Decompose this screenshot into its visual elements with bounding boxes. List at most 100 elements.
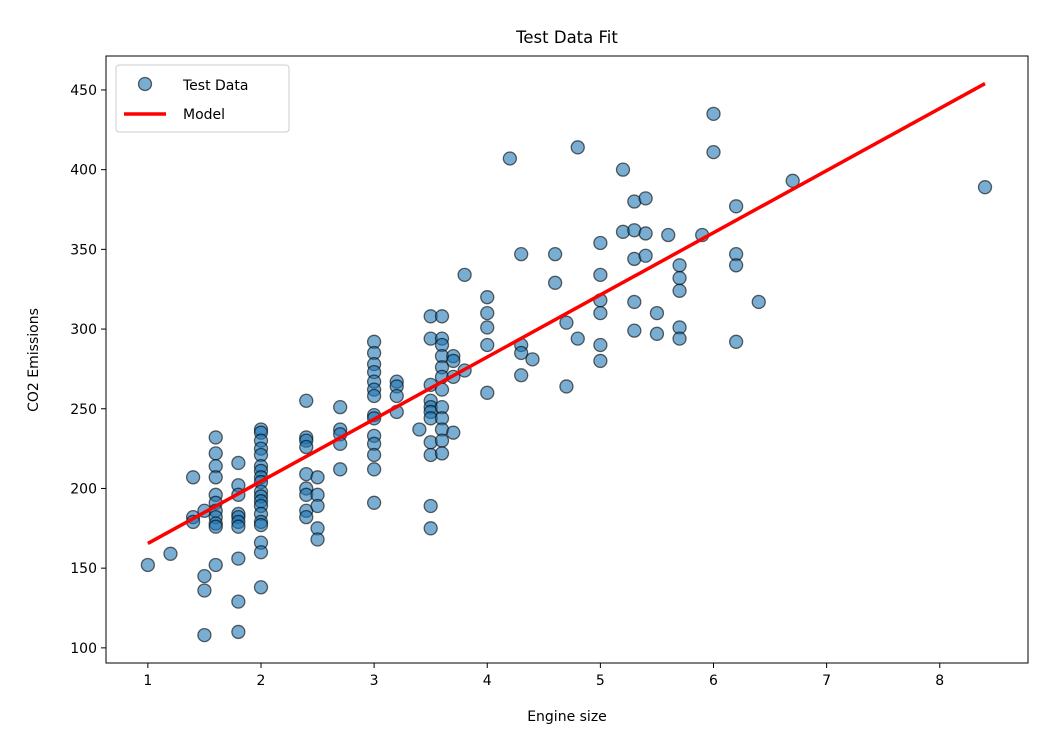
data-point xyxy=(231,594,246,609)
data-point xyxy=(593,235,608,251)
data-point xyxy=(672,331,687,346)
data-point xyxy=(514,368,529,383)
x-tick-label: 8 xyxy=(935,673,944,689)
data-point xyxy=(434,309,450,324)
data-point xyxy=(615,162,631,177)
data-point xyxy=(231,519,246,534)
data-point xyxy=(627,294,642,310)
data-point xyxy=(185,470,201,485)
data-point xyxy=(457,267,472,283)
data-point xyxy=(593,337,608,353)
data-point xyxy=(480,385,495,400)
data-point xyxy=(672,270,687,286)
model-line-group xyxy=(147,82,986,545)
data-point xyxy=(514,246,529,262)
data-point xyxy=(593,267,608,283)
y-tick-label: 300 xyxy=(70,322,97,338)
data-point xyxy=(423,521,438,536)
data-point xyxy=(672,258,687,273)
data-point xyxy=(480,290,495,305)
data-point xyxy=(231,455,246,471)
data-point xyxy=(649,326,665,341)
y-tick-label: 350 xyxy=(70,242,97,258)
data-point xyxy=(751,294,766,310)
x-axis-label: Engine size xyxy=(527,709,607,725)
y-tick-label: 400 xyxy=(70,163,97,179)
data-point xyxy=(446,425,461,440)
data-point xyxy=(412,422,427,437)
data-point xyxy=(366,495,382,510)
data-point xyxy=(480,305,495,321)
data-point xyxy=(423,498,438,514)
x-tick-label: 2 xyxy=(257,673,266,689)
x-tick-label: 7 xyxy=(822,673,831,689)
x-tick-label: 5 xyxy=(596,673,605,689)
data-point xyxy=(208,557,223,573)
data-point xyxy=(310,498,325,514)
y-tick-label: 450 xyxy=(70,83,97,99)
data-point xyxy=(514,345,529,361)
data-point xyxy=(140,557,156,573)
data-point xyxy=(570,140,585,155)
data-point xyxy=(559,315,574,330)
data-point xyxy=(231,551,246,566)
y-tick-label: 250 xyxy=(70,402,97,418)
data-point xyxy=(253,517,269,533)
data-point xyxy=(627,323,642,338)
data-point xyxy=(728,258,744,273)
scatter-points xyxy=(140,106,993,643)
x-tick-label: 1 xyxy=(143,673,152,689)
data-point xyxy=(706,144,721,160)
data-point xyxy=(163,546,178,561)
y-tick-label: 100 xyxy=(70,641,97,657)
data-point xyxy=(446,353,461,369)
plot-frame xyxy=(105,55,1029,664)
data-point xyxy=(434,433,450,448)
x-tick-label: 6 xyxy=(709,673,718,689)
data-point xyxy=(480,337,495,353)
x-tick-label: 4 xyxy=(483,673,492,689)
data-point xyxy=(299,509,314,525)
data-point xyxy=(208,446,223,461)
data-point xyxy=(593,305,608,321)
data-point xyxy=(661,227,676,243)
data-point xyxy=(672,283,687,298)
y-axis-label: CO2 Emissions xyxy=(26,308,42,412)
data-point xyxy=(208,519,223,534)
data-point xyxy=(547,246,563,262)
data-point xyxy=(649,305,665,321)
data-point xyxy=(977,180,993,195)
legend-label-test-data: Test Data xyxy=(182,78,248,94)
data-point xyxy=(638,226,653,241)
data-point xyxy=(525,352,540,367)
x-tick-label: 3 xyxy=(370,673,379,689)
data-point xyxy=(333,400,348,415)
data-point xyxy=(547,275,563,290)
data-point xyxy=(366,388,382,404)
data-point xyxy=(559,379,574,394)
data-point xyxy=(593,353,608,369)
data-point xyxy=(208,470,223,485)
legend-label-model: Model xyxy=(183,107,225,123)
data-point xyxy=(706,106,721,122)
x-axis: 1 2 3 4 5 6 7 8 xyxy=(143,663,944,689)
data-point xyxy=(197,627,212,643)
data-point xyxy=(570,331,585,346)
data-point xyxy=(299,439,314,455)
y-axis: 100 150 200 250 300 350 400 450 xyxy=(70,83,106,657)
data-point xyxy=(208,430,223,445)
data-point xyxy=(366,462,382,477)
legend: Test Data Model xyxy=(115,64,290,133)
y-tick-label: 200 xyxy=(70,481,97,497)
data-point xyxy=(638,191,653,206)
data-point xyxy=(480,320,495,335)
data-point xyxy=(638,248,653,263)
data-point xyxy=(253,580,269,595)
data-point xyxy=(253,545,269,560)
data-point xyxy=(310,532,325,547)
data-point xyxy=(197,583,212,598)
data-point xyxy=(333,462,348,477)
data-point xyxy=(299,393,314,408)
data-point xyxy=(728,334,744,349)
